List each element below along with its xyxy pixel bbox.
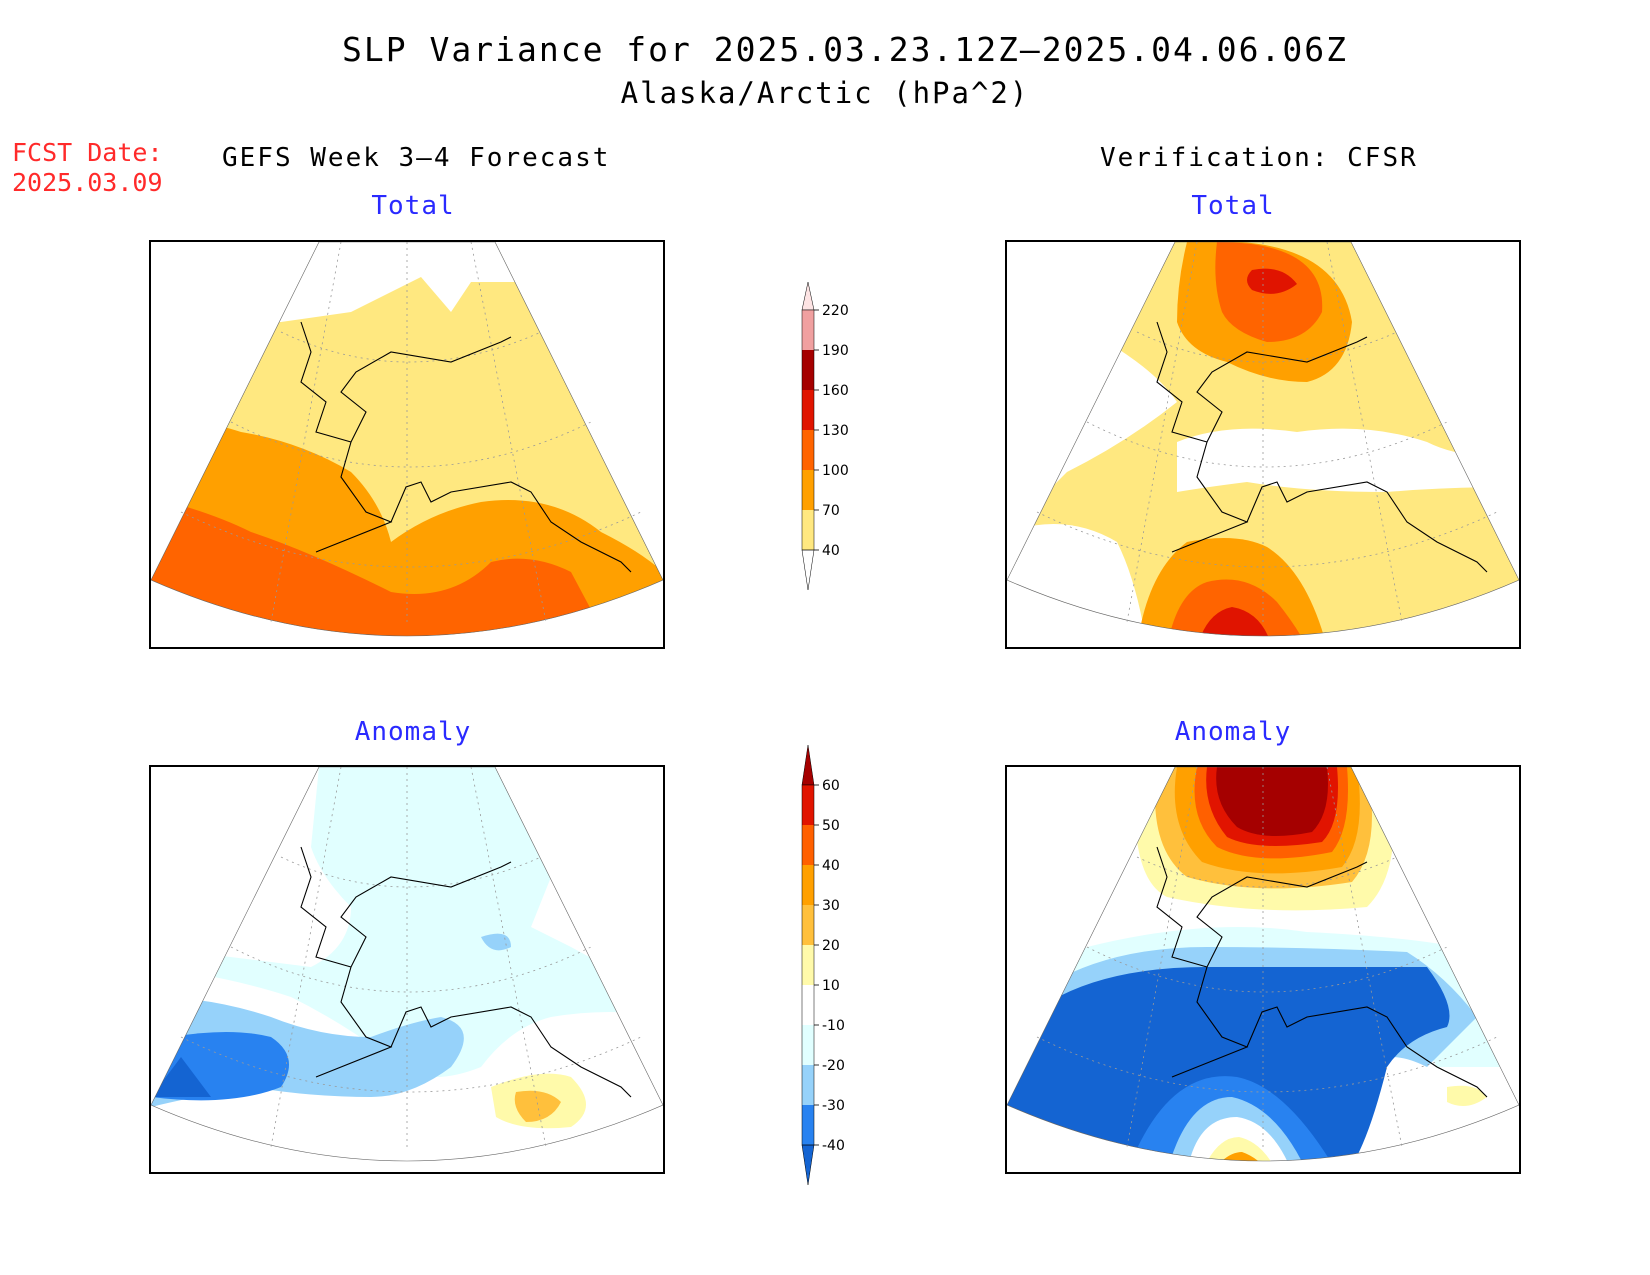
colorbar-tick-label: 70 bbox=[822, 503, 840, 519]
colorbar-cap-bottom bbox=[801, 1144, 815, 1186]
colorbar-tick-label: -20 bbox=[822, 1058, 845, 1074]
colorbar-box bbox=[802, 1025, 814, 1065]
colorbar-box bbox=[802, 390, 814, 430]
colorbar-tick-label: 50 bbox=[822, 818, 840, 834]
map-title: SLP Variance for 2025.03.23.12Z–2025.04.… bbox=[342, 30, 1348, 69]
colorbar-box bbox=[802, 1065, 814, 1105]
forecast-total-map bbox=[149, 240, 665, 649]
colorbar-tick-label: 190 bbox=[822, 343, 849, 359]
colorbar-outline bbox=[801, 784, 815, 1146]
verification-total-title: Total bbox=[1191, 191, 1275, 221]
colorbar-tick-label: -30 bbox=[822, 1098, 845, 1114]
colorbar-tick-label: 10 bbox=[822, 978, 840, 994]
total-colorbar: 40 70 100 130 160 190 220 bbox=[801, 281, 849, 591]
colorbar-tick-label: 220 bbox=[822, 303, 849, 319]
colorbar-cap-bottom bbox=[801, 549, 815, 591]
anomaly-colorbar: -40 -30 -20 -10 10 20 30 40 50 60 bbox=[801, 745, 845, 1186]
colorbar-cap-top bbox=[801, 281, 815, 311]
colorbar-box bbox=[802, 310, 814, 350]
verification-column-title: Verification: CFSR bbox=[1100, 143, 1418, 173]
map-subtitle: Alaska/Arctic (hPa^2) bbox=[620, 76, 1030, 110]
colorbar-box bbox=[802, 865, 814, 905]
forecast-total-title: Total bbox=[371, 191, 455, 221]
colorbar-box bbox=[802, 1105, 814, 1145]
forecast-anomaly-title: Anomaly bbox=[354, 717, 472, 747]
colorbar-cap-top bbox=[801, 745, 815, 786]
colorbar-tick-label: 130 bbox=[822, 423, 849, 439]
forecast-column-title: GEFS Week 3–4 Forecast bbox=[222, 143, 611, 173]
colorbar-box bbox=[802, 985, 814, 1025]
colorbar-tick-label: 160 bbox=[822, 383, 849, 399]
colorbar-tick-label: 40 bbox=[822, 543, 840, 559]
colorbar-tick-label: -10 bbox=[822, 1018, 845, 1034]
colorbar-tick-label: 20 bbox=[822, 938, 840, 954]
colorbar-box bbox=[802, 825, 814, 865]
colorbar-tick-label: 60 bbox=[822, 778, 840, 794]
colorbar-box bbox=[802, 945, 814, 985]
forecast-anomaly-map bbox=[149, 765, 665, 1174]
colorbar-tick-label: -40 bbox=[822, 1138, 845, 1154]
colorbar-box bbox=[802, 510, 814, 550]
colorbar-box bbox=[802, 430, 814, 470]
colorbar-box bbox=[802, 785, 814, 825]
colorbar-tick-label: 30 bbox=[822, 898, 840, 914]
colorbar-box bbox=[802, 905, 814, 945]
verification-anomaly-title: Anomaly bbox=[1174, 717, 1292, 747]
verification-total-map bbox=[1005, 240, 1521, 649]
colorbar-tick-label: 40 bbox=[822, 858, 840, 874]
forecast-date-value: 2025.03.09 bbox=[12, 168, 163, 197]
forecast-date-label: FCST Date: bbox=[12, 138, 163, 167]
colorbar-box bbox=[802, 470, 814, 510]
colorbar-box bbox=[802, 350, 814, 390]
colorbar-tick-label: 100 bbox=[822, 463, 849, 479]
verification-anomaly-map bbox=[1005, 765, 1521, 1174]
